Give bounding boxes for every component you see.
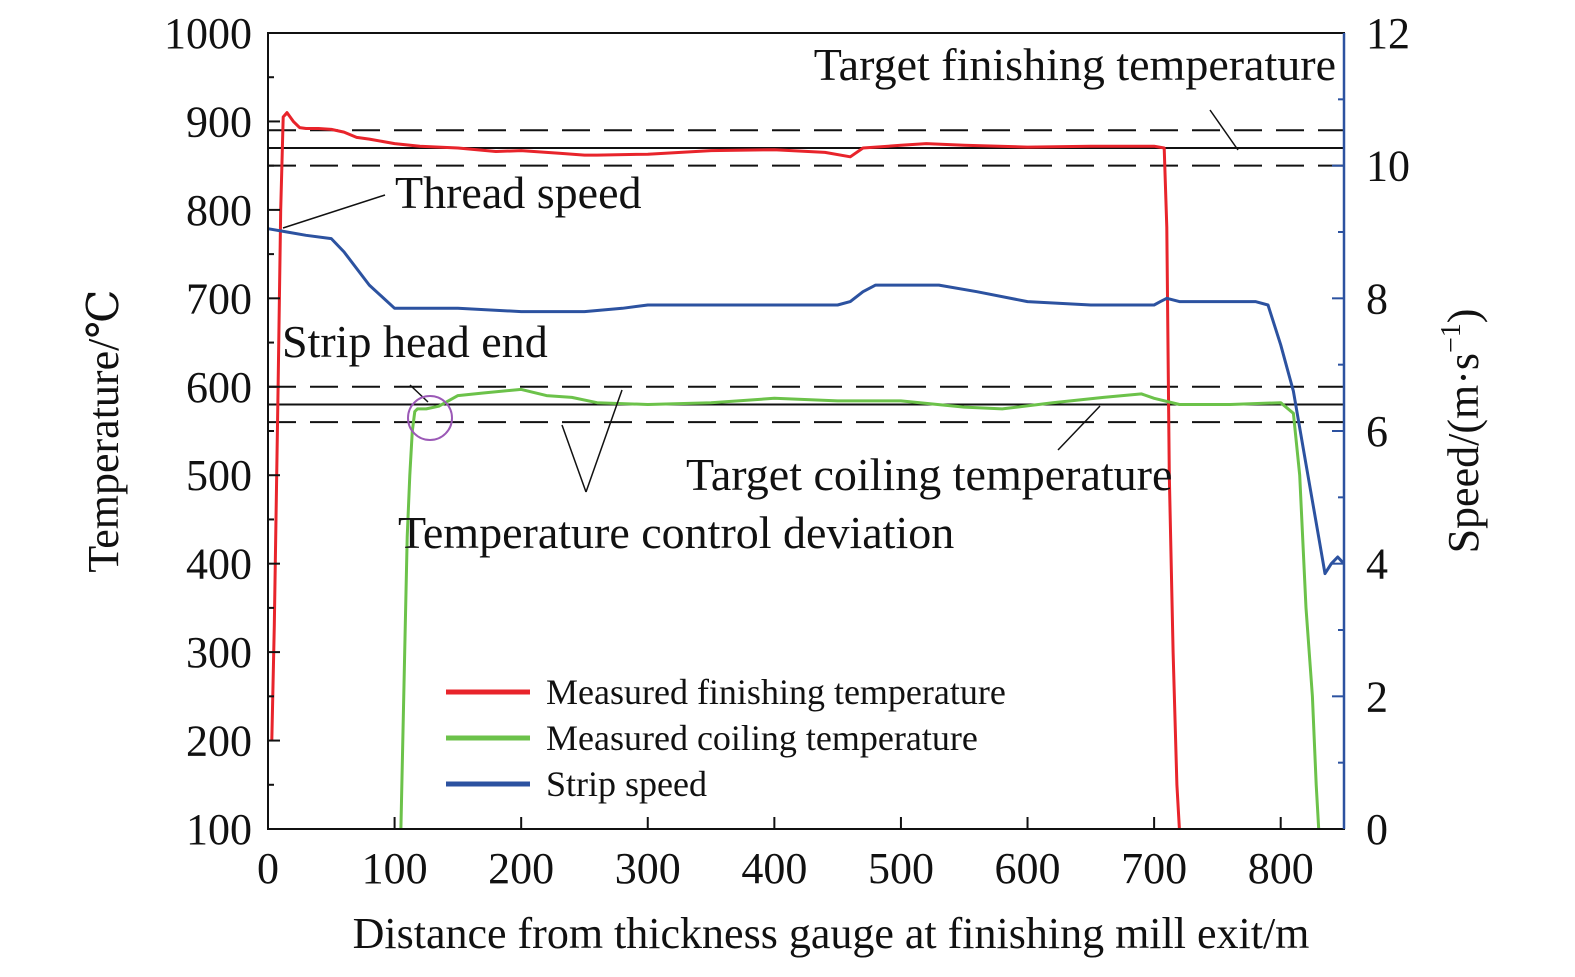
y2-tick-label: 12 bbox=[1366, 9, 1410, 58]
annotation-strip-head-end: Strip head end bbox=[282, 316, 548, 367]
y2-tick-label: 0 bbox=[1366, 805, 1388, 854]
x-tick-label: 400 bbox=[741, 844, 807, 893]
annotation-temperature-control-deviation: Temperature control deviation bbox=[398, 507, 954, 558]
y-tick-label: 1000 bbox=[164, 9, 252, 58]
annotation-leader bbox=[1057, 405, 1101, 451]
y2-axis-title: Speed/(m·s−1) bbox=[1436, 309, 1488, 554]
series-layer bbox=[267, 111, 1346, 830]
annotation-target-finishing-temperature: Target finishing temperature bbox=[814, 39, 1336, 90]
x-tick-label: 700 bbox=[1121, 844, 1187, 893]
y2-axis-title-base: Speed/(m·s bbox=[1439, 353, 1488, 553]
series-line-2 bbox=[267, 227, 1346, 576]
annotation-leader bbox=[282, 194, 386, 229]
annotation-leader bbox=[1209, 109, 1239, 151]
y-tick-label: 400 bbox=[186, 540, 252, 589]
x-tick-label: 500 bbox=[868, 844, 934, 893]
y2-tick-label: 4 bbox=[1366, 540, 1388, 589]
y-tick-label: 900 bbox=[186, 97, 252, 146]
x-tick-label: 100 bbox=[362, 844, 428, 893]
y-tick-label: 500 bbox=[186, 451, 252, 500]
x-tick-label: 0 bbox=[257, 844, 279, 893]
annotation-leader bbox=[585, 389, 623, 493]
y2-axis-title-superscript: −1 bbox=[1436, 323, 1467, 353]
y-axis-title: Temperature/℃ bbox=[79, 289, 128, 572]
x-tick-label: 200 bbox=[488, 844, 554, 893]
y2-tick-label: 6 bbox=[1366, 407, 1388, 456]
y2-axis-title-close: ) bbox=[1439, 309, 1488, 324]
annotation-target-coiling-temperature: Target coiling temperature bbox=[686, 449, 1172, 500]
legend-label-finishing: Measured finishing temperature bbox=[546, 672, 1006, 712]
y-tick-label: 100 bbox=[186, 805, 252, 854]
series-line-0 bbox=[270, 111, 1181, 830]
y-tick-label: 200 bbox=[186, 717, 252, 766]
legend: Measured finishing temperature Measured … bbox=[446, 672, 1006, 804]
x-axis-title: Distance from thickness gauge at finishi… bbox=[353, 909, 1310, 958]
series-line-1 bbox=[399, 387, 1321, 830]
ticks-layer: 0 100 200 300 400 500 600 700 800100200300400500… bbox=[164, 9, 1410, 893]
y-tick-label: 300 bbox=[186, 628, 252, 677]
x-tick-label: 800 bbox=[1248, 844, 1314, 893]
annotation-leader bbox=[409, 384, 429, 403]
annotation-thread-speed: Thread speed bbox=[395, 167, 642, 218]
y-tick-label: 700 bbox=[186, 274, 252, 323]
y2-tick-label: 10 bbox=[1366, 142, 1410, 191]
x-tick-label: 300 bbox=[615, 844, 681, 893]
annotation-leader bbox=[561, 424, 587, 493]
y2-tick-label: 2 bbox=[1366, 672, 1388, 721]
annotation-leaders bbox=[282, 109, 1239, 493]
legend-label-speed: Strip speed bbox=[546, 764, 707, 804]
strip-head-end-marker bbox=[407, 395, 453, 441]
x-tick-label: 600 bbox=[995, 844, 1061, 893]
legend-label-coiling: Measured coiling temperature bbox=[546, 718, 978, 758]
y-tick-label: 600 bbox=[186, 363, 252, 412]
y2-tick-label: 8 bbox=[1366, 274, 1388, 323]
y-tick-label: 800 bbox=[186, 186, 252, 235]
